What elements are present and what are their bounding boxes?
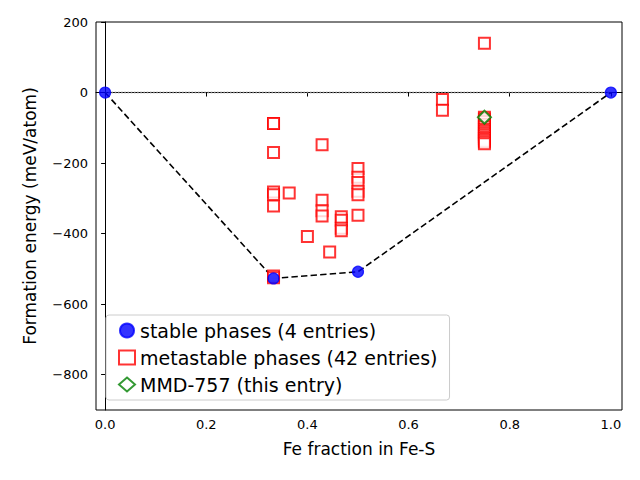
svg-text:0.8: 0.8 — [499, 417, 520, 432]
svg-text:0.6: 0.6 — [398, 417, 419, 432]
svg-text:−600: −600 — [52, 297, 88, 312]
svg-text:stable phases (4 entries): stable phases (4 entries) — [140, 320, 376, 342]
svg-text:−400: −400 — [52, 226, 88, 241]
svg-text:metastable phases (42 entries): metastable phases (42 entries) — [140, 347, 438, 369]
svg-text:0.4: 0.4 — [297, 417, 318, 432]
svg-text:Fe fraction in Fe-S: Fe fraction in Fe-S — [283, 439, 436, 459]
svg-text:MMD-757 (this entry): MMD-757 (this entry) — [140, 374, 342, 396]
svg-text:0.2: 0.2 — [196, 417, 217, 432]
svg-text:200: 200 — [63, 15, 88, 30]
svg-text:0.0: 0.0 — [95, 417, 116, 432]
svg-text:−200: −200 — [52, 156, 88, 171]
svg-text:0: 0 — [80, 85, 88, 100]
svg-text:Formation energy (meV/atom): Formation energy (meV/atom) — [20, 87, 40, 345]
svg-text:−800: −800 — [52, 367, 88, 382]
svg-text:1.0: 1.0 — [601, 417, 622, 432]
